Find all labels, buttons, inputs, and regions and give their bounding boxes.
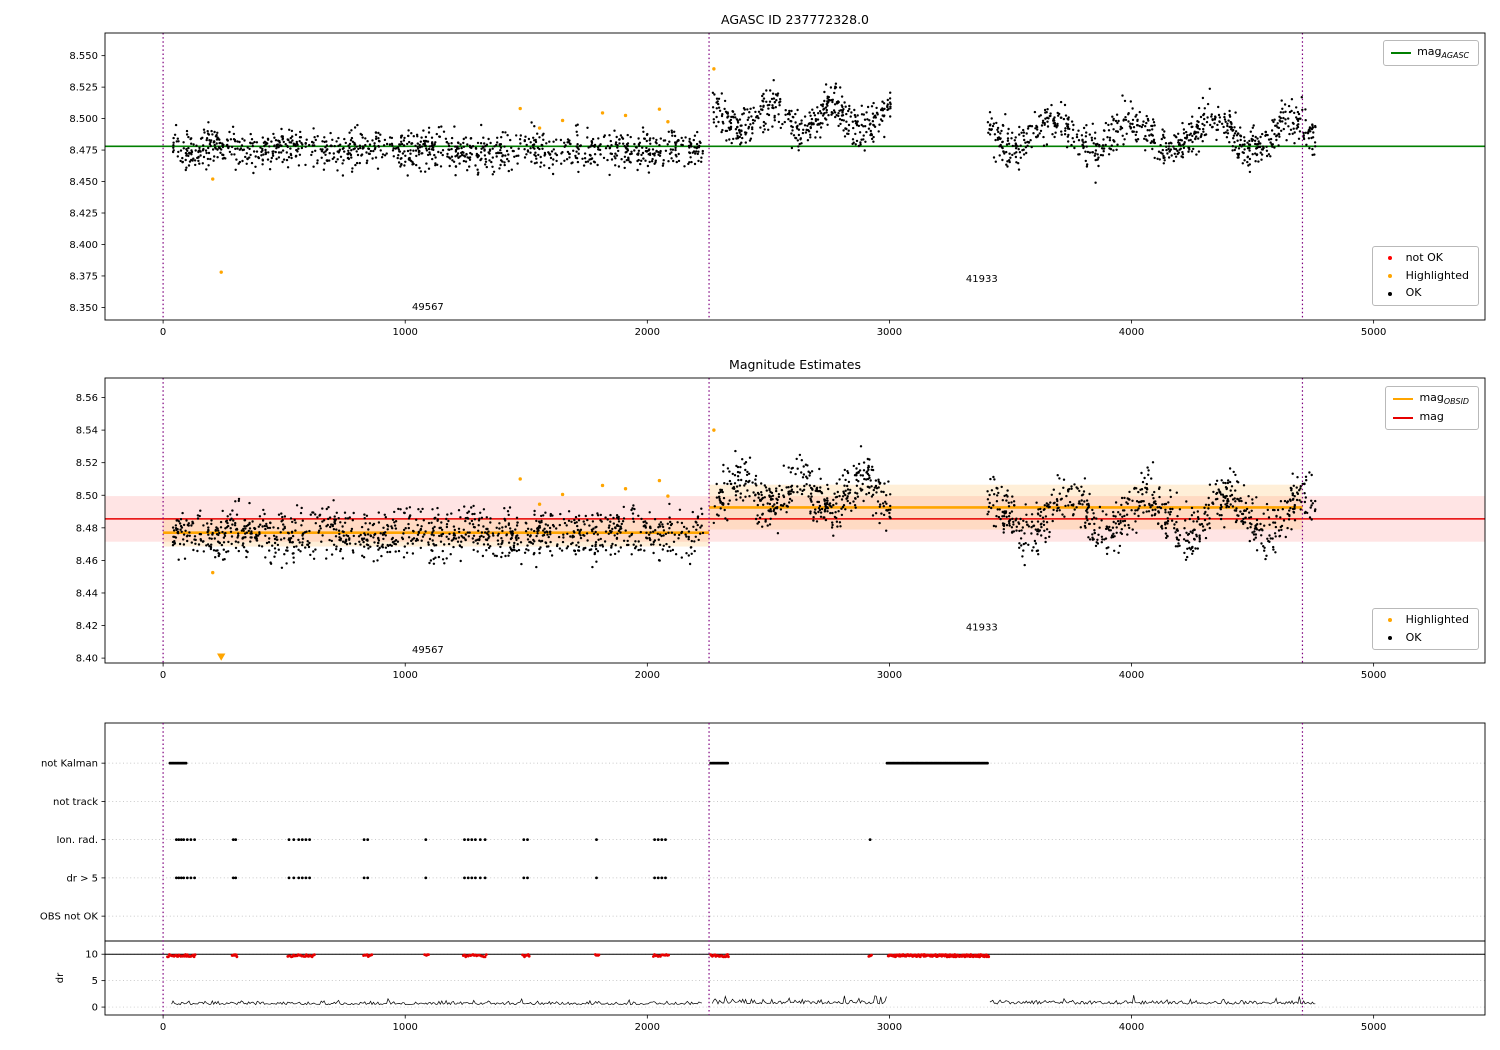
svg-text:5000: 5000 [1361, 670, 1386, 681]
svg-text:4000: 4000 [1119, 327, 1144, 338]
svg-text:8.46: 8.46 [76, 556, 98, 567]
svg-text:dr > 5: dr > 5 [66, 873, 98, 884]
legend-label: OK [1405, 286, 1422, 300]
legend-label: magAGASC [1417, 45, 1469, 61]
legend-handle [1380, 635, 1400, 640]
svg-text:8.475: 8.475 [69, 146, 98, 157]
panel1-title: AGASC ID 237772328.0 [721, 12, 869, 27]
legend-handle [1380, 291, 1400, 296]
orange-dot-icon [1387, 618, 1392, 623]
svg-text:41933: 41933 [966, 622, 998, 633]
svg-text:49567: 49567 [412, 645, 444, 656]
green-line-icon [1391, 52, 1412, 55]
svg-text:8.400: 8.400 [69, 240, 98, 251]
svg-text:0: 0 [92, 1003, 98, 1014]
svg-text:Ion. rad.: Ion. rad. [56, 835, 98, 846]
orange-line-icon [1393, 398, 1414, 401]
svg-text:8.56: 8.56 [76, 393, 98, 404]
legend-item-mag-obsid: magOBSID [1393, 391, 1469, 407]
svg-text:5: 5 [92, 976, 98, 987]
legend-panel2-markers: Highlighted OK [1371, 608, 1479, 651]
svg-text:8.550: 8.550 [69, 51, 98, 62]
svg-text:not Kalman: not Kalman [41, 759, 98, 770]
red-line-icon [1393, 416, 1414, 419]
svg-text:8.500: 8.500 [69, 114, 98, 125]
black-dot-icon [1387, 635, 1392, 640]
svg-text:2000: 2000 [635, 327, 660, 338]
legend-item-highlighted: Highlighted [1380, 613, 1469, 627]
legend-label: magOBSID [1419, 391, 1469, 407]
svg-text:8.42: 8.42 [76, 621, 98, 632]
legend-handle [1380, 618, 1400, 623]
black-dot-icon [1387, 291, 1392, 296]
svg-text:8.425: 8.425 [69, 209, 98, 220]
panel2-title: Magnitude Estimates [729, 357, 861, 372]
svg-text:OBS not OK: OBS not OK [40, 912, 99, 923]
svg-text:49567: 49567 [412, 302, 444, 313]
legend-handle [1380, 256, 1400, 261]
svg-text:4000: 4000 [1119, 670, 1144, 681]
svg-text:8.44: 8.44 [76, 588, 98, 599]
legend-item-not-ok: not OK [1380, 251, 1469, 265]
svg-text:8.50: 8.50 [76, 491, 98, 502]
svg-text:41933: 41933 [966, 274, 998, 285]
legend-handle [1391, 52, 1412, 55]
legend-label: mag [1419, 410, 1444, 424]
legend-item-mag-agasc: magAGASC [1391, 45, 1469, 61]
svg-text:8.375: 8.375 [69, 271, 98, 282]
legend-label: Highlighted [1405, 268, 1469, 282]
svg-text:8.40: 8.40 [76, 654, 98, 665]
legend-handle [1393, 398, 1414, 401]
svg-text:5000: 5000 [1361, 327, 1386, 338]
legend-label: OK [1405, 630, 1422, 644]
svg-text:8.54: 8.54 [76, 426, 98, 437]
svg-text:1000: 1000 [392, 327, 417, 338]
svg-text:8.52: 8.52 [76, 458, 98, 469]
red-dot-icon [1387, 256, 1392, 261]
legend-label: not OK [1405, 251, 1443, 264]
legend-panel1-markers: not OK Highlighted OK [1371, 246, 1479, 306]
svg-text:2000: 2000 [635, 670, 660, 681]
svg-text:8.525: 8.525 [69, 83, 98, 94]
svg-text:8.450: 8.450 [69, 177, 98, 188]
legend-label: Highlighted [1405, 613, 1469, 626]
svg-text:not track: not track [53, 797, 98, 808]
legend-item-mag: mag [1393, 411, 1469, 424]
legend-mag-agasc: magAGASC [1383, 40, 1479, 67]
svg-text:1000: 1000 [392, 670, 417, 681]
svg-text:3000: 3000 [877, 670, 902, 681]
legend-item-highlighted: Highlighted [1380, 268, 1469, 283]
legend-handle [1393, 416, 1414, 419]
legend-mag-lines: magOBSID mag [1385, 386, 1479, 430]
svg-text:0: 0 [160, 670, 166, 681]
svg-text:8.48: 8.48 [76, 523, 98, 534]
svg-text:0: 0 [160, 327, 166, 338]
svg-text:8.350: 8.350 [69, 303, 98, 314]
orange-dot-icon [1387, 273, 1392, 278]
legend-item-ok: OK [1380, 287, 1469, 300]
svg-text:10: 10 [85, 950, 98, 961]
svg-text:3000: 3000 [877, 327, 902, 338]
legend-handle [1380, 273, 1400, 278]
legend-item-ok: OK [1380, 630, 1469, 645]
